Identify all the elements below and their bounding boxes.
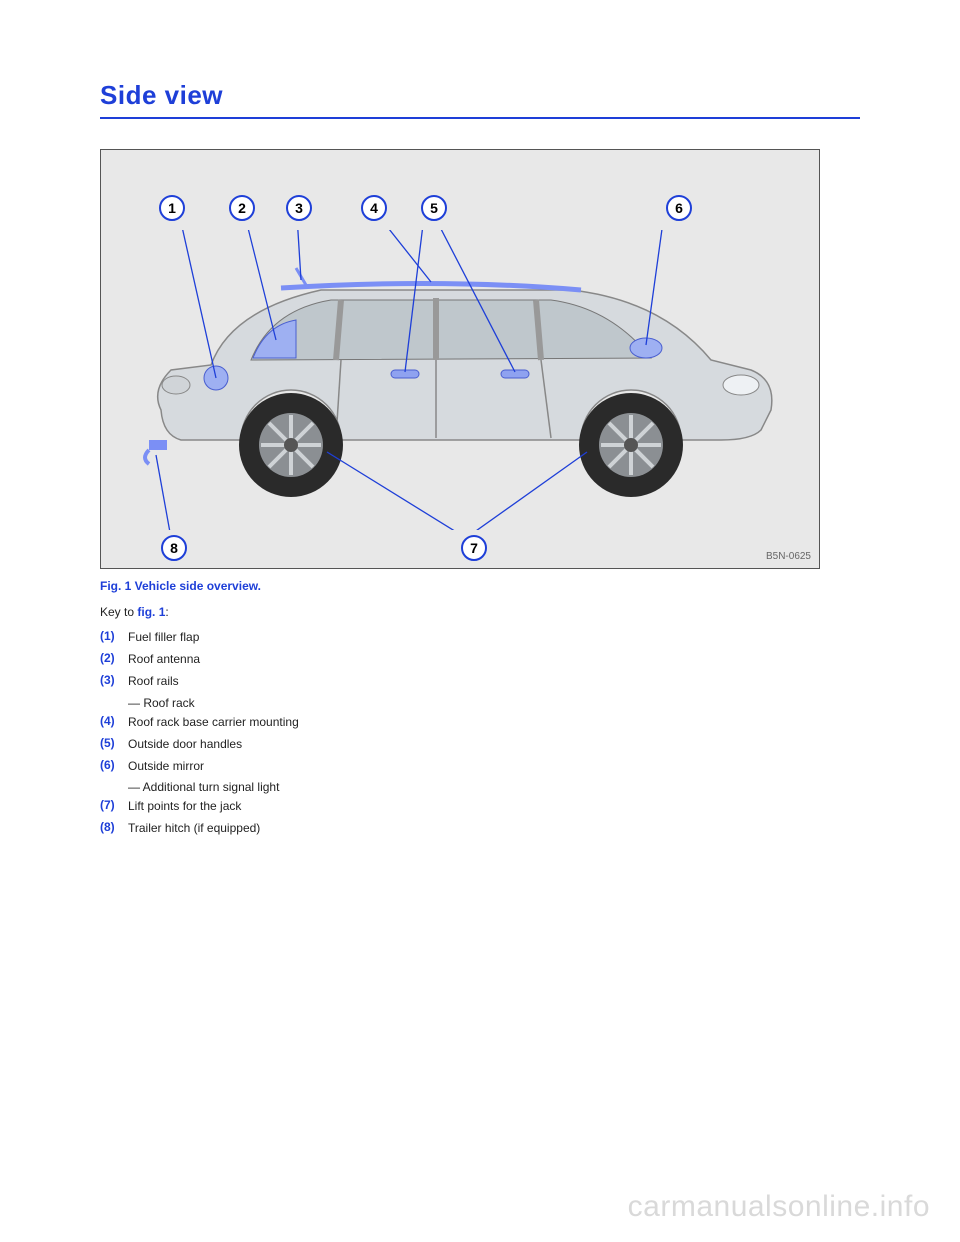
key-num: (7) [100, 798, 128, 812]
callout-3: 3 [286, 195, 312, 221]
callout-6: 6 [666, 195, 692, 221]
key-text: Lift points for the jack [128, 798, 860, 814]
title-underline [100, 117, 860, 119]
key-row: (8)Trailer hitch (if equipped) [100, 820, 860, 836]
key-row: (1)Fuel filler flap [100, 629, 860, 645]
key-row: (2)Roof antenna [100, 651, 860, 667]
key-intro: Key to fig. 1: [100, 605, 860, 619]
watermark: carmanualsonline.info [628, 1190, 930, 1224]
key-intro-prefix: Key to [100, 605, 137, 619]
key-num: (8) [100, 820, 128, 834]
figure-image: 1 2 3 4 5 6 7 8 B5N-0625 [100, 149, 820, 569]
image-code: B5N-0625 [766, 551, 811, 562]
key-row: (6)Outside mirror [100, 758, 860, 774]
key-intro-suffix: : [165, 605, 168, 619]
key-num: (1) [100, 629, 128, 643]
key-num: (2) [100, 651, 128, 665]
callout-4: 4 [361, 195, 387, 221]
key-row: (4)Roof rack base carrier mounting [100, 714, 860, 730]
callout-2: 2 [229, 195, 255, 221]
key-num: (3) [100, 673, 128, 687]
key-num: (5) [100, 736, 128, 750]
key-text: Roof rails [128, 673, 860, 689]
key-text: Outside door handles [128, 736, 860, 752]
key-text: Outside mirror [128, 758, 860, 774]
callout-7: 7 [461, 535, 487, 561]
car-illustration [141, 230, 781, 530]
figure-caption: Fig. 1 Vehicle side overview. [100, 579, 860, 593]
key-text: Roof antenna [128, 651, 860, 667]
page-title: Side view [100, 80, 860, 111]
key-num: (4) [100, 714, 128, 728]
key-intro-figref: fig. 1 [137, 605, 165, 619]
key-text: Fuel filler flap [128, 629, 860, 645]
key-row: (7)Lift points for the jack [100, 798, 860, 814]
key-sub: — Roof rack [128, 696, 860, 710]
callout-8: 8 [161, 535, 187, 561]
key-row: (3)Roof rails [100, 673, 860, 689]
key-text: Trailer hitch (if equipped) [128, 820, 860, 836]
key-num: (6) [100, 758, 128, 772]
key-text: Roof rack base carrier mounting [128, 714, 860, 730]
callout-1: 1 [159, 195, 185, 221]
key-list: (1)Fuel filler flap(2)Roof antenna(3)Roo… [100, 629, 860, 837]
key-row: (5)Outside door handles [100, 736, 860, 752]
callout-5: 5 [421, 195, 447, 221]
key-sub: — Additional turn signal light [128, 780, 860, 794]
